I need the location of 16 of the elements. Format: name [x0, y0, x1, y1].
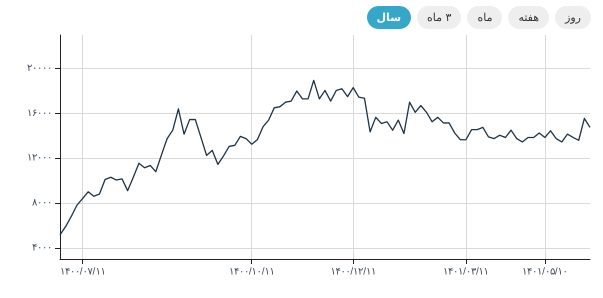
x-tick-label: ۱۴۰۱/۰۳/۱۱	[443, 266, 489, 278]
period-button: هفته	[508, 6, 550, 29]
period-button: سال	[366, 6, 412, 29]
x-tick-label: ۱۴۰۰/۰۷/۱۱	[60, 266, 106, 278]
period-button: ماه	[467, 6, 502, 29]
x-tick-label: ۱۴۰۰/۱۲/۱۱	[330, 266, 376, 278]
y-tick-label: ۴۰۰۰	[32, 242, 52, 254]
period-button: روز	[555, 6, 591, 29]
y-tick-label: ۱۲۰۰۰	[27, 152, 52, 164]
y-tick-label: ۱۶۰۰۰	[27, 108, 52, 119]
x-tick-label: ۱۴۰۰/۱۰/۱۱	[228, 266, 274, 278]
x-tick-label: ۱۴۰۱/۰۵/۱۰	[522, 266, 568, 278]
period-button: ۳ ماه	[417, 6, 462, 29]
line-series	[59, 80, 591, 236]
y-tick-label: ۲۰۰۰۰	[27, 63, 52, 74]
y-tick-label: ۸۰۰۰	[32, 198, 52, 208]
